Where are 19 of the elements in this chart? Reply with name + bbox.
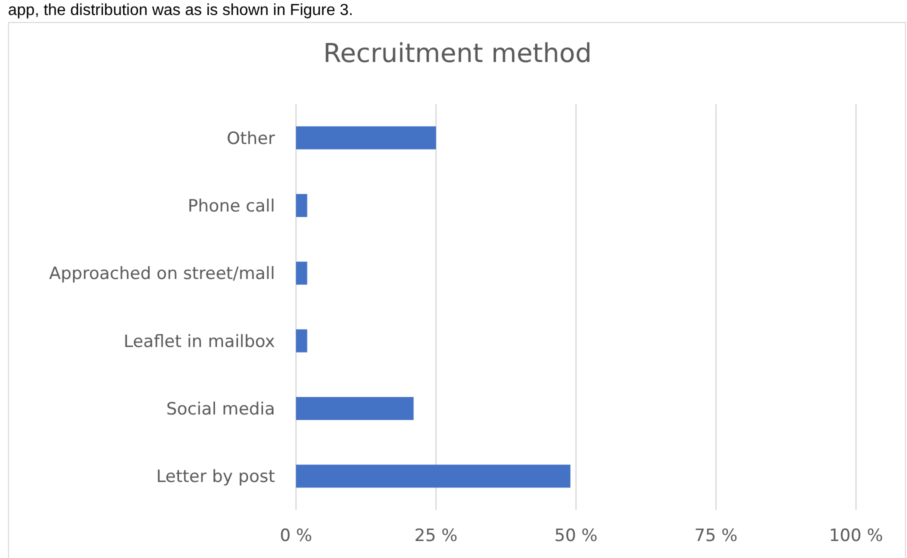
text: app, the distribution was as is shown in Figure 3. [8,2,354,19]
y-tick-label: Social media [166,399,275,420]
bar [296,329,308,352]
x-tick-label: 50 % [554,526,598,546]
x-tick-label: 0 % [280,526,312,546]
y-tick-label: Leaflet in mailbox [124,332,275,352]
y-tick-label: Approached on street/mall [49,264,275,284]
x-tick-label: 100 % [828,526,884,546]
bar [296,194,308,218]
bar [296,396,414,420]
bar [296,262,308,285]
y-tick-label: Other [226,128,275,149]
bar [296,126,436,150]
y-tick-label: Letter by post [156,467,276,488]
x-tick-label: 25 % [414,526,458,546]
chart-title: Recruitment method [323,39,592,69]
y-tick-label: Phone call [188,196,275,216]
bar [296,464,570,488]
x-tick-label: 75 % [694,526,738,546]
